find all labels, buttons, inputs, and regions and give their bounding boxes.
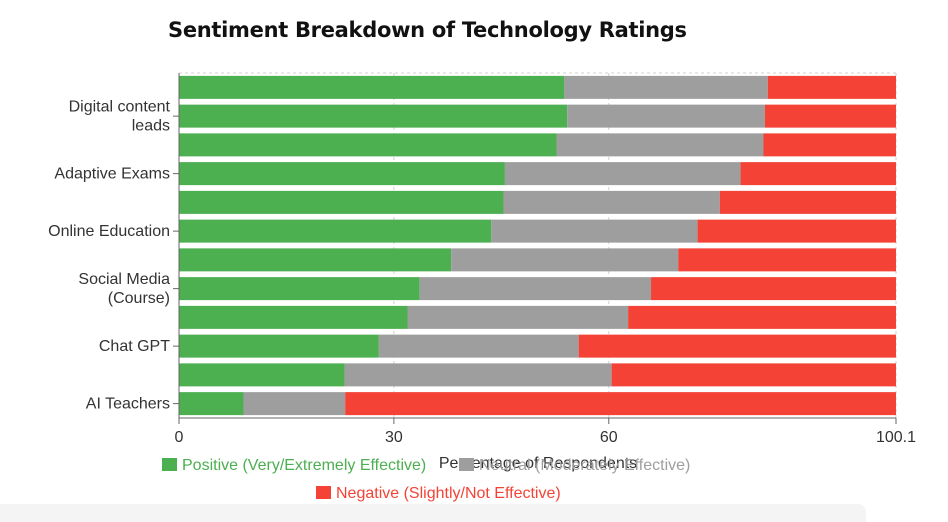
bar-segment-neutral-10 — [344, 363, 612, 387]
bars — [179, 75, 896, 416]
bar-segment-negative-9 — [578, 334, 896, 358]
bar-segment-negative-0 — [767, 75, 896, 99]
x-tick-label-0: 0 — [175, 429, 184, 446]
bar-segment-negative-1 — [764, 104, 896, 128]
axes — [178, 73, 896, 419]
y-tick-label-1: Digital content leads — [69, 99, 171, 135]
y-axis-ticks: Digital content leads Adaptive Exams Online… — [48, 99, 179, 413]
legend-swatch-0 — [162, 458, 177, 471]
bar-segment-negative-7 — [651, 277, 896, 301]
bar-segment-neutral-0 — [564, 75, 768, 99]
legend-swatch-1 — [459, 458, 474, 471]
bar-segment-positive-0 — [179, 75, 565, 99]
bar-segment-neutral-1 — [567, 104, 765, 128]
bar-segment-neutral-7 — [419, 277, 652, 301]
legend-label-1: Neutral (Moderately Effective) — [479, 457, 690, 474]
bar-segment-positive-6 — [179, 248, 452, 272]
x-axis-ticks: 0 30 60 100.1 — [175, 418, 916, 446]
bottom-panel — [0, 504, 866, 522]
x-tick-label-2: 60 — [600, 429, 618, 446]
bar-segment-negative-6 — [678, 248, 896, 272]
bar-segment-neutral-6 — [451, 248, 679, 272]
y-tick-label-5: Online Education — [48, 223, 170, 240]
bar-segment-neutral-4 — [503, 190, 720, 214]
bar-segment-positive-11 — [179, 392, 244, 416]
bar-segment-neutral-11 — [243, 392, 346, 416]
y-tick-label-11: AI Teachers — [86, 396, 170, 413]
bar-segment-negative-11 — [345, 392, 896, 416]
legend-label-0: Positive (Very/Extremely Effective) — [182, 457, 426, 474]
bar-segment-neutral-5 — [491, 219, 698, 243]
bar-segment-positive-8 — [179, 305, 408, 329]
bar-segment-neutral-3 — [504, 162, 741, 186]
bar-segment-neutral-2 — [556, 133, 764, 157]
bar-segment-neutral-8 — [407, 305, 629, 329]
bar-segment-positive-10 — [179, 363, 345, 387]
bar-segment-positive-4 — [179, 190, 504, 214]
chart-title: Sentiment Breakdown of Technology Rating… — [168, 18, 687, 42]
bar-segment-negative-5 — [697, 219, 896, 243]
bar-segment-negative-10 — [611, 363, 896, 387]
bar-segment-negative-2 — [763, 133, 896, 157]
y-tick-label-3: Adaptive Exams — [54, 166, 170, 183]
y-tick-label-7: Social Media (Course) — [78, 271, 170, 307]
bar-segment-positive-5 — [179, 219, 492, 243]
bar-segment-positive-2 — [179, 133, 557, 157]
bar-segment-negative-8 — [628, 305, 896, 329]
bar-segment-positive-1 — [179, 104, 568, 128]
bar-segment-negative-3 — [740, 162, 896, 186]
bar-segment-positive-9 — [179, 334, 379, 358]
legend: Positive (Very/Extremely Effective) Neutr… — [162, 457, 690, 502]
x-tick-label-1: 30 — [385, 429, 403, 446]
x-axis-title: Percentage of Respondents — [439, 455, 637, 472]
bar-segment-positive-7 — [179, 277, 420, 301]
bar-segment-negative-4 — [719, 190, 896, 214]
legend-swatch-2 — [316, 486, 331, 499]
legend-label-2: Negative (Slightly/Not Effective) — [336, 485, 561, 502]
bar-segment-neutral-9 — [378, 334, 579, 358]
y-tick-label-9: Chat GPT — [99, 338, 170, 355]
bar-segment-positive-3 — [179, 162, 505, 186]
x-tick-label-3: 100.1 — [876, 429, 916, 446]
